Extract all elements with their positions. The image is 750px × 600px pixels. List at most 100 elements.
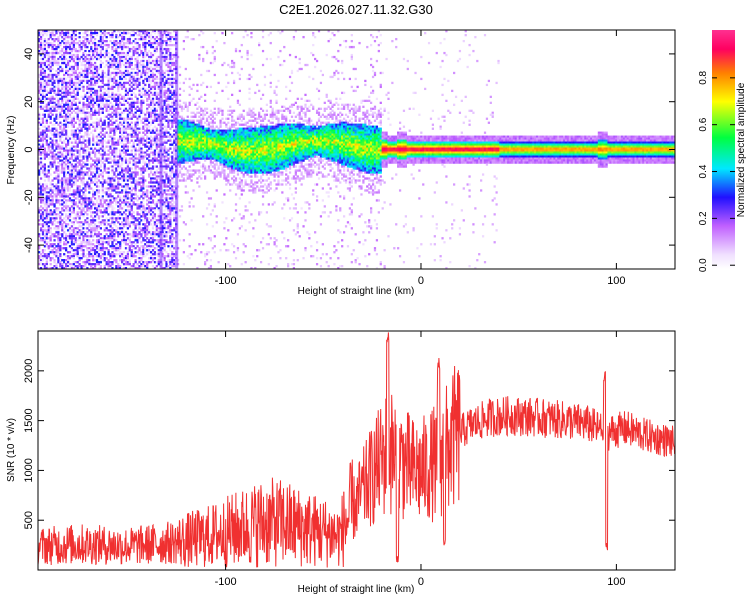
spectrogram-cell xyxy=(88,113,91,116)
spectrogram-cell xyxy=(49,213,52,216)
spectrogram-cell xyxy=(163,99,166,102)
spectrogram-cell xyxy=(84,163,87,166)
spectrogram-cell xyxy=(113,189,116,192)
spectrogram-cell xyxy=(70,117,74,120)
spectrogram-cell xyxy=(95,159,99,162)
spectrogram-cell xyxy=(93,31,97,35)
spectrogram-cell xyxy=(121,169,124,172)
spectrogram-cell xyxy=(41,231,45,234)
spectrogram-cell xyxy=(121,177,124,180)
spectrogram-cell xyxy=(105,225,108,228)
spectrogram-cell xyxy=(111,175,114,178)
spectrogram-cell xyxy=(97,221,101,224)
spectrogram-cell xyxy=(72,109,75,112)
spectrogram-cell xyxy=(146,193,149,196)
spectrogram-cell xyxy=(93,225,97,228)
spectrogram-cell xyxy=(134,93,137,97)
spectrogram-cell xyxy=(126,253,130,256)
spectrogram-cell xyxy=(66,183,70,186)
spectrogram-cell xyxy=(136,33,139,37)
spectrogram-cell xyxy=(82,63,85,67)
spectrogram-cell xyxy=(109,201,112,204)
spectrogram-cell xyxy=(169,261,172,264)
spectrogram-cell xyxy=(84,30,87,33)
spectrogram-cell xyxy=(95,171,99,174)
spectrogram-cell xyxy=(119,267,122,269)
spectrogram-cell xyxy=(78,215,81,218)
spectrogram-cell xyxy=(68,47,72,51)
spectrogram-cell xyxy=(151,239,155,242)
spectrogram-cell xyxy=(132,79,135,83)
spectrogram-cell xyxy=(130,81,133,85)
spectrogram-cell xyxy=(165,43,168,47)
spectrogram-cell xyxy=(45,211,48,214)
spectrogram-cell xyxy=(136,171,139,174)
spectrogram-cell xyxy=(124,239,128,242)
spectrogram-cell xyxy=(49,31,52,35)
spectrogram-cell xyxy=(72,201,75,204)
spectrogram-cell xyxy=(161,99,164,102)
spectrogram-cell xyxy=(124,151,128,154)
spectrogram-cell xyxy=(124,149,128,152)
spectrogram-cell xyxy=(144,87,147,91)
spectrogram-cell xyxy=(142,253,145,256)
spectrogram-cell xyxy=(107,207,110,210)
spectrogram-cell xyxy=(161,193,164,196)
spectrogram-cell xyxy=(43,95,47,99)
spectrogram-cell xyxy=(111,177,114,180)
spectrogram-cell xyxy=(167,63,170,67)
spectrogram-cell xyxy=(122,179,126,182)
spectrogram-cell xyxy=(88,253,91,256)
spectrogram-cell xyxy=(66,97,70,101)
spectrogram-cell xyxy=(97,123,101,126)
spectrogram-cell xyxy=(132,163,135,166)
spectrogram-cell xyxy=(167,53,170,57)
spectrogram-cell xyxy=(57,261,60,264)
spectrogram-cell xyxy=(117,161,120,164)
spectrogram-cell xyxy=(144,231,147,234)
spectrogram-cell xyxy=(55,37,58,41)
spectrogram-cell xyxy=(119,57,122,61)
spectrogram-cell xyxy=(101,149,104,152)
spectrogram-cell xyxy=(146,201,149,204)
spectrogram-cell xyxy=(113,157,116,160)
spectrogram-cell xyxy=(82,137,85,140)
spectrogram-cell xyxy=(148,231,151,234)
spectrogram-cell xyxy=(105,193,108,196)
spectrogram-cell xyxy=(113,151,116,154)
spectrogram-cell xyxy=(140,251,143,254)
spectrogram-cell xyxy=(66,185,70,188)
spectrogram-cell xyxy=(163,53,166,57)
spectrogram-cell xyxy=(78,173,81,176)
spectrogram-cell xyxy=(90,199,93,202)
spectrogram-cell xyxy=(82,213,85,216)
spectrogram-cell xyxy=(161,71,164,75)
spectrogram-cell xyxy=(65,261,68,264)
spectrogram-cell xyxy=(70,163,74,166)
spectrogram-cell xyxy=(59,215,62,218)
spectrogram-cell xyxy=(109,75,112,79)
spectrogram-cell xyxy=(61,263,64,266)
spectrogram-cell xyxy=(61,171,64,174)
spectrogram-cell xyxy=(38,111,41,114)
spectrogram-cell xyxy=(138,31,141,35)
spectrogram-cell xyxy=(140,211,143,214)
spectrogram-cell xyxy=(45,129,48,132)
spectrogram-cell xyxy=(155,93,158,97)
spectrogram-cell xyxy=(59,195,62,198)
spectrogram-cell xyxy=(165,195,168,198)
spectrogram-cell xyxy=(140,155,143,158)
spectrogram-cell xyxy=(153,93,157,97)
spectrogram-cell xyxy=(134,235,137,238)
spectrogram-cell xyxy=(148,127,151,130)
spectrogram-cell xyxy=(43,253,47,256)
spectrogram-cell xyxy=(157,133,160,136)
spectrogram-cell xyxy=(111,121,114,124)
spectrogram-cell xyxy=(144,195,147,198)
spectrogram-cell xyxy=(38,251,41,254)
spectrogram-cell xyxy=(41,131,45,134)
spectrogram-cell xyxy=(128,237,131,240)
spectrogram-cell xyxy=(161,223,164,226)
spectrogram-cell xyxy=(165,99,168,102)
spectrogram-cell xyxy=(68,231,72,234)
